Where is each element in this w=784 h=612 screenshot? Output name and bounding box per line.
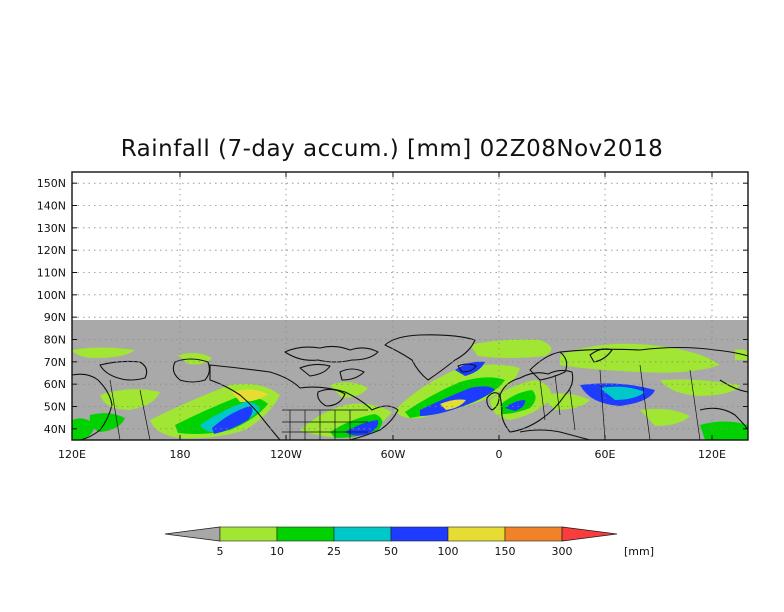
lat-label: 60N [44, 378, 66, 391]
lon-label: 180 [170, 448, 191, 461]
rain-patch [640, 408, 690, 426]
lon-label: 0 [496, 448, 503, 461]
colorbar-segment [447, 526, 506, 542]
grid-lines [72, 172, 748, 440]
lat-label: 130N [37, 222, 66, 235]
colorbar-min-arrow [164, 526, 221, 542]
map-frame [71, 171, 749, 441]
lon-label: 120W [270, 448, 302, 461]
colorbar-label: 50 [384, 545, 398, 558]
colorbar-label: 150 [495, 545, 516, 558]
colorbar-segment [333, 526, 392, 542]
lat-label: 140N [37, 200, 66, 213]
lat-label: 120N [37, 244, 66, 257]
colorbar-label: 300 [552, 545, 573, 558]
rain-patch [72, 347, 135, 358]
political-borders [109, 364, 701, 441]
colorbar-segment [390, 526, 449, 542]
lat-label: 70N [44, 356, 66, 369]
colorbar-segment [276, 526, 335, 542]
colorbar-segment [219, 526, 278, 542]
rain-patch [505, 400, 526, 411]
lat-label: 40N [44, 423, 66, 436]
coastlines [71, 334, 749, 441]
lon-label: 120E [58, 448, 86, 461]
colorbar-unit: [mm] [624, 545, 654, 558]
lat-label: 90N [44, 311, 66, 324]
rain-patch [700, 421, 748, 440]
lat-label: 110N [37, 267, 66, 280]
rain-patch [440, 399, 466, 410]
lat-label: 80N [44, 334, 66, 347]
rain-patch [560, 343, 720, 373]
colorbar-segment [504, 526, 563, 542]
latitude-axis: 150N 140N 130N 120N 110N 100N 90N 80N 70N 60N 50N 4… [37, 177, 748, 436]
rain-patch [660, 379, 740, 396]
map-title: Rainfall (7-day accum.) [mm] 02Z08Nov201… [120, 136, 664, 162]
colorbar-label: 100 [438, 545, 459, 558]
no-data-region [72, 172, 748, 320]
rain-patch [100, 389, 160, 410]
rain-patch [212, 406, 253, 434]
rain-patch [232, 389, 268, 402]
lon-label: 60E [595, 448, 616, 461]
colorbar-label: 5 [217, 545, 224, 558]
lon-label: 60W [381, 448, 406, 461]
colorbar-max-arrow [561, 526, 618, 542]
colorbar: 5 10 25 50 100 150 300 [mm] [164, 526, 654, 558]
lon-label: 120E [698, 448, 726, 461]
colorbar-label: 25 [327, 545, 341, 558]
rainfall-field [72, 339, 748, 440]
lat-label: 50N [44, 401, 66, 414]
rain-patch [540, 393, 590, 410]
colorbar-label: 10 [270, 545, 284, 558]
rain-patch [470, 339, 552, 358]
rain-patch [600, 386, 645, 400]
longitude-axis: 120E 180 120W 60W 0 60E 120E [58, 172, 726, 461]
rain-patch [330, 382, 368, 398]
lat-label: 150N [37, 177, 66, 190]
lat-label: 100N [37, 289, 66, 302]
